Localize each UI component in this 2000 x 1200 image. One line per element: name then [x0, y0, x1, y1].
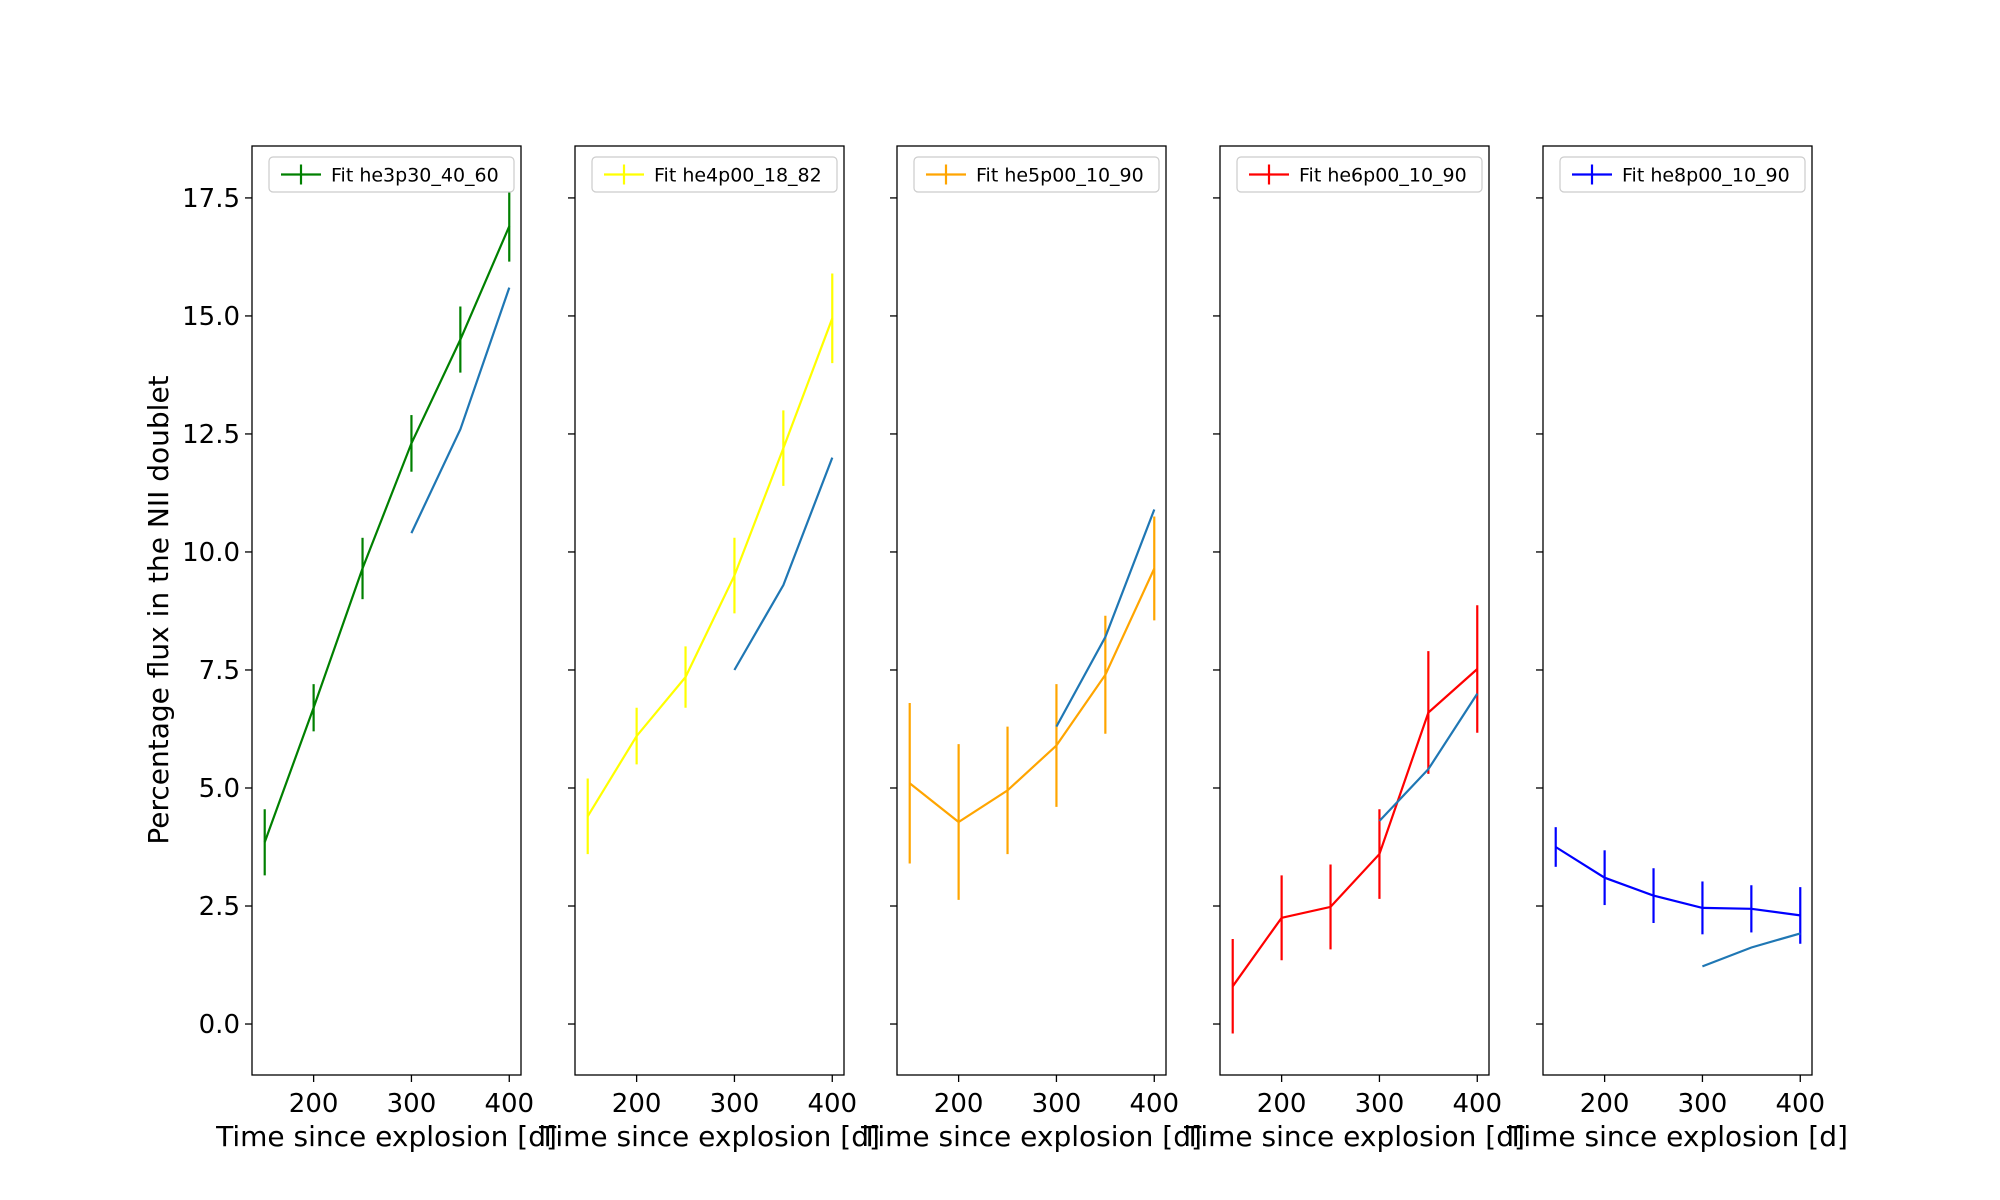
- panel-1: 0.0 2.5 5.0 7.5 10.0 12.5 15.0 17.5 200 300 400Tim…: [182, 145, 557, 1153]
- series-line: [1702, 932, 1801, 968]
- x-tick-label: 200: [289, 1089, 339, 1119]
- x-tick-label: 400: [1775, 1089, 1825, 1119]
- x-axis-label: Time since explosion [d]: [538, 1120, 880, 1153]
- series-5-1: [1554, 827, 1802, 944]
- series-4-1: [1231, 605, 1479, 1034]
- series-3-1: [908, 516, 1156, 900]
- legend-label: Fit he5p00_10_90: [976, 165, 1144, 187]
- x-tick-label: 300: [1032, 1089, 1082, 1119]
- y-tick-label: 12.5: [182, 420, 240, 450]
- series-line: [733, 457, 834, 671]
- legend: Fit he6p00_10_90: [1236, 156, 1483, 193]
- y-tick-label: 2.5: [199, 892, 240, 922]
- series-line: [410, 287, 511, 534]
- x-tick-label: 200: [1580, 1089, 1630, 1119]
- series-2-1: [586, 273, 834, 855]
- series-line: [1055, 509, 1156, 728]
- x-axis-label: Time since explosion [d]: [215, 1120, 557, 1153]
- legend: Fit he3p30_40_60: [268, 156, 515, 193]
- legend-box: [1559, 156, 1806, 193]
- x-tick-label: 200: [1257, 1089, 1307, 1119]
- legend: Fit he4p00_18_82: [591, 156, 838, 193]
- y-axis-label: Percentage flux in the NII doublet: [142, 375, 175, 844]
- series-line: [1378, 693, 1479, 822]
- plot-frame: [896, 145, 1167, 1076]
- legend-box: [591, 156, 838, 193]
- legend: Fit he8p00_10_90: [1559, 156, 1806, 193]
- series-line: [909, 568, 1156, 824]
- series-line: [263, 225, 511, 843]
- legend-box: [1236, 156, 1483, 193]
- series-4-2: [1378, 693, 1479, 822]
- legend-label: Fit he3p30_40_60: [331, 165, 499, 187]
- series-line: [1555, 846, 1801, 917]
- x-tick-label: 400: [1452, 1089, 1502, 1119]
- x-axis-label: Time since explosion [d]: [1506, 1120, 1848, 1153]
- x-axis-label: Time since explosion [d]: [1183, 1120, 1525, 1153]
- x-tick-label: 300: [387, 1089, 437, 1119]
- series-2-2: [733, 457, 834, 671]
- x-tick-label: 400: [484, 1089, 534, 1119]
- x-tick-label: 300: [1678, 1089, 1728, 1119]
- legend-box: [268, 156, 515, 193]
- series-3-2: [1055, 509, 1156, 728]
- series-1-1: [263, 190, 511, 876]
- x-tick-label: 400: [807, 1089, 857, 1119]
- x-tick-label: 300: [1355, 1089, 1405, 1119]
- plot-frame: [1219, 145, 1490, 1076]
- legend-box: [913, 156, 1160, 193]
- y-tick-label: 15.0: [182, 302, 240, 332]
- legend: Fit he5p00_10_90: [913, 156, 1160, 193]
- legend-label: Fit he4p00_18_82: [654, 165, 822, 187]
- plot-frame: [574, 145, 845, 1076]
- x-axis-label: Time since explosion [d]: [860, 1120, 1202, 1153]
- y-tick-label: 17.5: [182, 184, 240, 214]
- series-1-2: [410, 287, 511, 534]
- x-tick-label: 200: [934, 1089, 984, 1119]
- y-tick-label: 7.5: [199, 656, 240, 686]
- y-tick-label: 10.0: [182, 538, 240, 568]
- y-tick-label: 0.0: [199, 1010, 240, 1040]
- x-tick-label: 400: [1129, 1089, 1179, 1119]
- series-5-2: [1702, 932, 1801, 968]
- legend-label: Fit he6p00_10_90: [1299, 165, 1467, 187]
- plot-frame: [1542, 145, 1813, 1076]
- y-tick-label: 5.0: [199, 774, 240, 804]
- series-line: [1231, 668, 1479, 987]
- series-line: [586, 317, 834, 817]
- legend-label: Fit he8p00_10_90: [1622, 165, 1790, 187]
- x-tick-label: 300: [710, 1089, 760, 1119]
- plot-frame: [251, 145, 522, 1076]
- x-tick-label: 200: [612, 1089, 662, 1119]
